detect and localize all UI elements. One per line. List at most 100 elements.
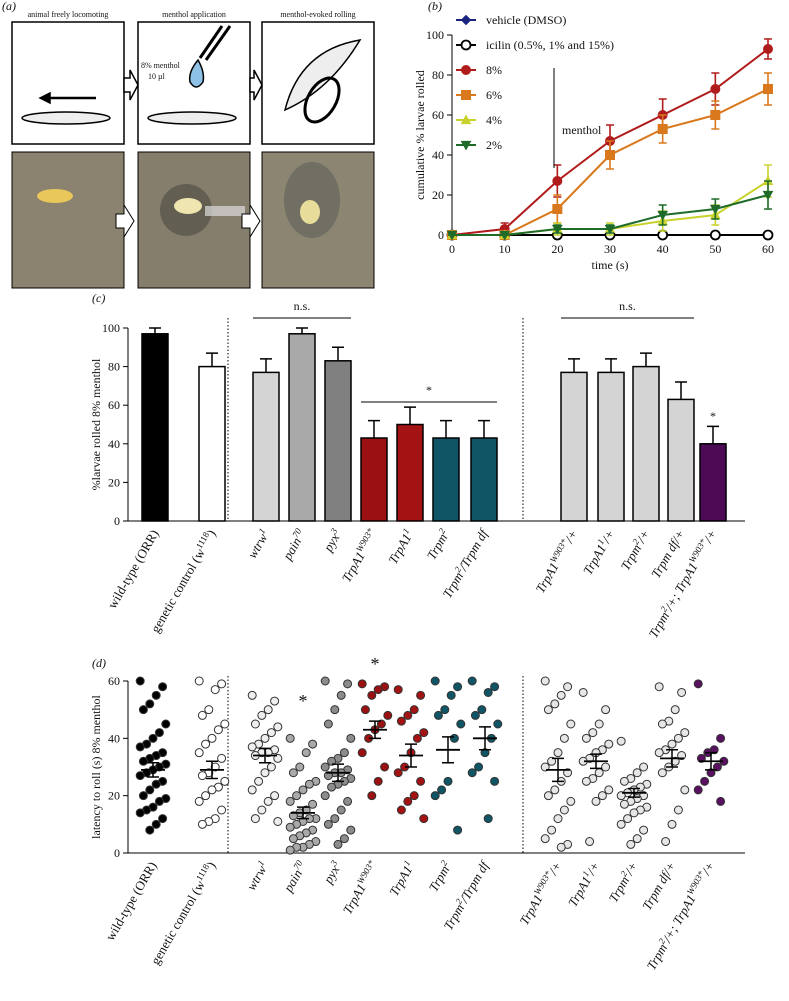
point (285, 796, 295, 806)
x-tick-label: 20 (551, 242, 563, 256)
frame (11, 21, 125, 145)
error-bar (478, 419, 490, 439)
legend-marker (461, 90, 471, 100)
label-part: /+ (583, 859, 603, 878)
point (194, 796, 204, 806)
category-label: TrpA11 (385, 859, 417, 899)
point (594, 768, 604, 778)
label-part: W903* (355, 858, 377, 886)
point (320, 791, 330, 801)
x-tick-label: 0 (449, 242, 455, 256)
annotation: * (710, 409, 716, 423)
label-part: 2 (452, 565, 463, 574)
error-bar (332, 763, 344, 783)
point (563, 682, 573, 692)
point (250, 814, 260, 824)
point (336, 805, 346, 815)
point (585, 837, 595, 847)
point (667, 739, 677, 749)
x-tick-label: 10 (499, 242, 511, 256)
error-bar (206, 760, 218, 780)
point (604, 785, 614, 795)
y-tick-label: 0 (438, 228, 444, 242)
category-label: TrpA1W903* (338, 526, 381, 585)
point (323, 819, 333, 829)
point (483, 687, 493, 697)
legend-label: 6% (486, 88, 502, 102)
label-part: genetic control (w (147, 877, 208, 967)
label-part: TrpA1 (532, 560, 561, 596)
point (330, 705, 340, 715)
point (339, 834, 349, 844)
point (194, 748, 204, 758)
label-part: 1 (400, 527, 411, 536)
bar (560, 371, 588, 522)
point (301, 748, 311, 758)
label-part: Trpm (645, 609, 672, 640)
point (712, 762, 722, 772)
label-part: /+ (561, 527, 581, 546)
point (380, 762, 390, 772)
point (588, 728, 598, 738)
bar (324, 360, 352, 522)
point (333, 839, 343, 849)
point (135, 808, 145, 818)
y-tick-label: 80 (432, 68, 444, 82)
panel-label: (b) (428, 0, 442, 13)
bar (632, 365, 660, 522)
point (273, 722, 283, 732)
note: 10 µl (148, 72, 166, 81)
label-part: ) (203, 859, 218, 870)
bar (396, 423, 424, 522)
point (217, 753, 227, 763)
point (616, 819, 626, 829)
error-bar (206, 352, 218, 367)
point (145, 825, 155, 835)
label-part: 2 (436, 526, 447, 535)
label-part: ) (203, 527, 218, 538)
y-tick-label: 60 (108, 674, 120, 688)
point (559, 733, 569, 743)
marker (446, 230, 458, 241)
point (490, 682, 500, 692)
point (677, 687, 687, 697)
bar (432, 437, 460, 522)
photos (11, 151, 375, 289)
bar (699, 443, 727, 522)
label-part: TrpA1 (340, 881, 369, 917)
point (416, 690, 426, 700)
point (578, 687, 588, 697)
legend-marker (460, 14, 472, 26)
caption: menthol-evoked rolling (280, 10, 355, 19)
point (591, 796, 601, 806)
point (194, 676, 204, 686)
error-bar (640, 352, 652, 367)
point (409, 791, 419, 801)
category-label: Trpm2/Trpm df (439, 524, 492, 600)
point (217, 805, 227, 815)
point (623, 814, 633, 824)
label-part: TrpA1 (385, 531, 414, 567)
label-part: 1 (401, 859, 412, 868)
point (201, 739, 211, 749)
label-part: wtrw (244, 531, 270, 561)
point (601, 762, 611, 772)
label-part: TrpA1 (339, 549, 368, 585)
point (619, 776, 629, 786)
point (207, 733, 217, 743)
panel-label: (a) (2, 0, 16, 13)
point (263, 705, 273, 715)
point (250, 719, 260, 729)
point (446, 690, 456, 700)
y-tick-label: 100 (102, 321, 120, 335)
frame (261, 21, 375, 145)
larva-rolling (283, 38, 362, 112)
point (336, 690, 346, 700)
category-label: Trpm2/+ (605, 859, 641, 905)
y-tick-label: 40 (108, 731, 120, 745)
point (138, 705, 148, 715)
y-tick-label: 60 (432, 108, 444, 122)
point (654, 682, 664, 692)
point (594, 719, 604, 729)
error-bar (628, 787, 640, 798)
